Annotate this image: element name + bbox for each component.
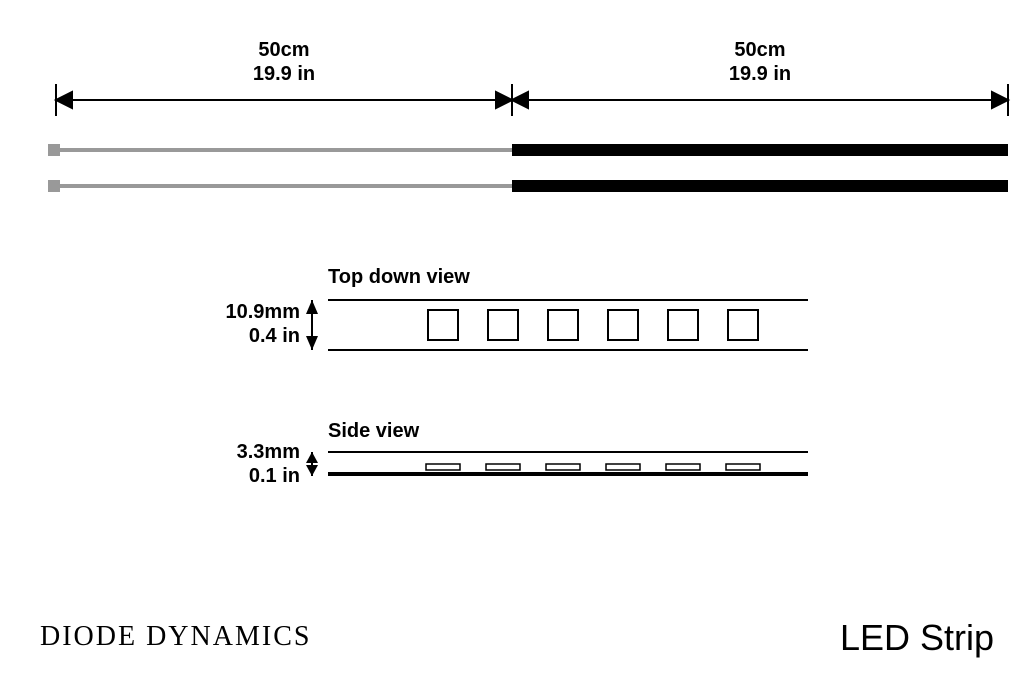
top-view-label: Top down view xyxy=(328,266,470,289)
top-view-in: 0.4 in xyxy=(192,324,300,348)
dim-right: 50cm 19.9 in xyxy=(512,38,1008,86)
side-view-dim: 3.3mm 0.1 in xyxy=(192,440,300,488)
side-view-label: Side view xyxy=(328,420,419,443)
diagram-root: 50cm 19.9 in 50cm 19.9 in Top down view … xyxy=(0,0,1024,683)
dim-left-in: 19.9 in xyxy=(56,62,512,86)
side-view-in: 0.1 in xyxy=(192,464,300,488)
dim-left-cm: 50cm xyxy=(56,38,512,62)
product-text: LED Strip xyxy=(840,617,994,659)
brand-text: DIODE DYNAMICS xyxy=(40,621,311,653)
dim-right-in: 19.9 in xyxy=(512,62,1008,86)
top-view-mm: 10.9mm xyxy=(192,300,300,324)
dim-right-cm: 50cm xyxy=(512,38,1008,62)
side-view-mm: 3.3mm xyxy=(192,440,300,464)
dim-left: 50cm 19.9 in xyxy=(56,38,512,86)
dimension-svg xyxy=(0,0,1024,683)
top-view-dim: 10.9mm 0.4 in xyxy=(192,300,300,348)
